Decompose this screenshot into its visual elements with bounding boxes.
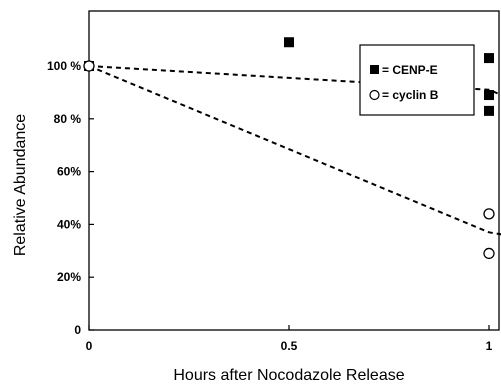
y-tick-label: 60%	[57, 165, 81, 179]
y-tick-label: 20%	[57, 270, 81, 284]
y-tick-label: 80 %	[54, 112, 82, 126]
legend: = CENP-E = cyclin B	[359, 44, 475, 116]
cenp-e-point	[484, 105, 494, 116]
cenp-e-point	[484, 53, 494, 64]
cenp-e-point	[484, 90, 494, 101]
legend-cyclin-b-marker	[369, 89, 380, 101]
legend-cenp-e-label: = CENP-E	[382, 63, 438, 77]
cyclin-b-point	[483, 247, 495, 260]
y-tick-label: 0	[74, 323, 81, 337]
plot-area	[88, 10, 500, 331]
cyclin-b-point	[83, 60, 95, 72]
tick-labels: 00.511.52020%40%60%80 %100 %	[47, 59, 493, 353]
legend-box	[359, 44, 475, 116]
x-axis-title: Hours after Nocodazole Release	[173, 367, 404, 384]
legend-cyclin-b-label: = cyclin B	[382, 88, 439, 102]
y-tick-label: 40%	[57, 217, 81, 231]
x-tick-label: 0.5	[281, 339, 298, 353]
y-tick-label: 100 %	[47, 59, 81, 73]
y-axis-title: Relative Abundance	[12, 114, 29, 256]
plot-frame	[88, 10, 500, 331]
cenp-e-point	[284, 37, 294, 48]
x-tick-label: 0	[86, 339, 93, 353]
cenp-e-trend-line	[88, 65, 501, 96]
cyclin-b-trend-line	[88, 65, 501, 236]
markers	[83, 37, 495, 260]
trend-lines	[88, 65, 501, 236]
x-tick-label: 1	[486, 339, 493, 353]
legend-cenp-e-marker	[370, 65, 379, 74]
cyclin-b-point	[483, 208, 495, 220]
